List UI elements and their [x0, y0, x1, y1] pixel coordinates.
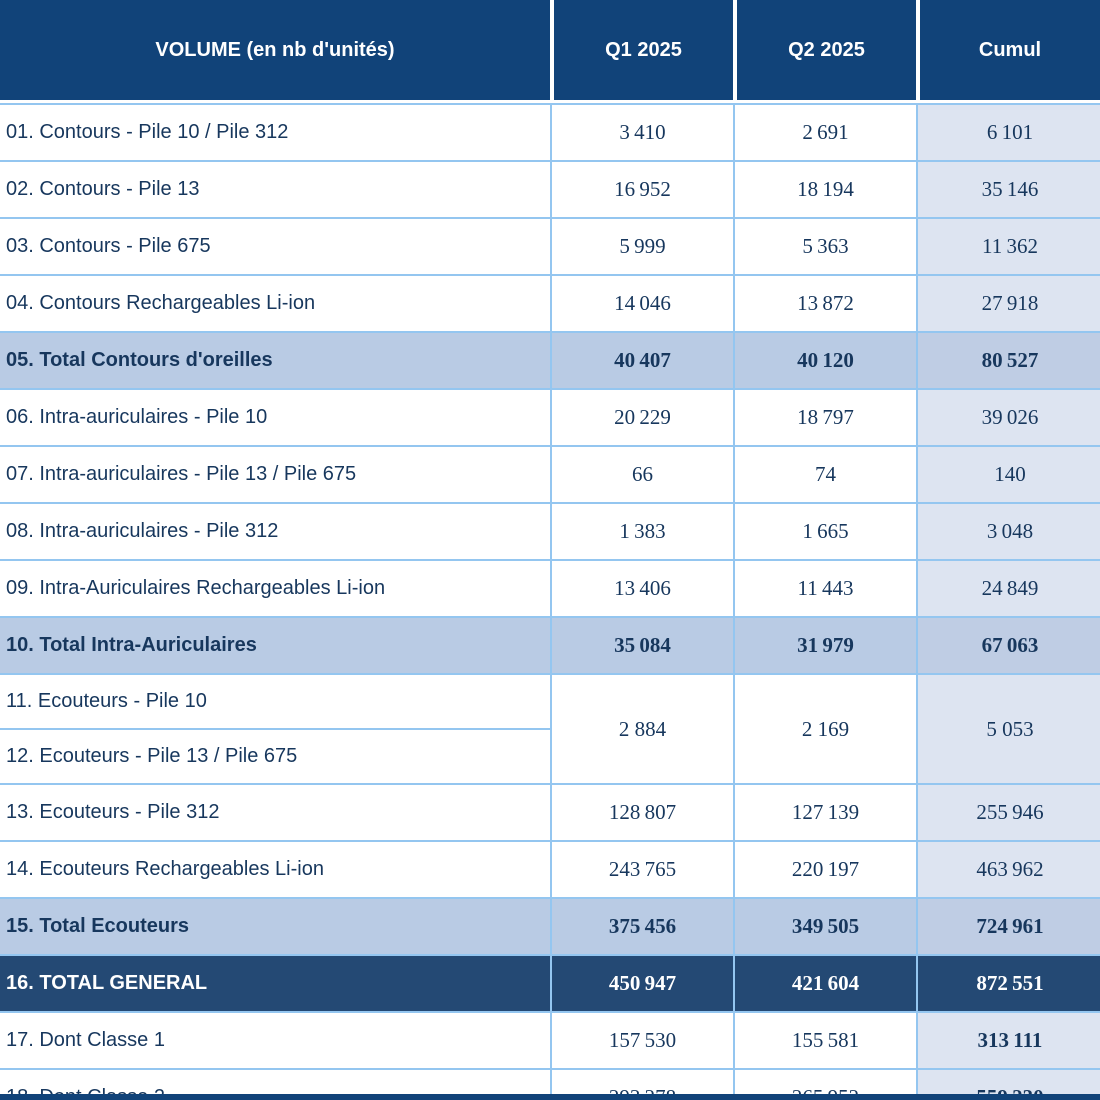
table-row: 03. Contours - Pile 675 5 999 5 363 11 3…	[0, 217, 1100, 276]
q2-value: 74	[733, 445, 918, 504]
q2-value: 1 665	[733, 502, 918, 561]
q2-value: 18 797	[733, 388, 918, 447]
q2-value: 349 505	[733, 897, 918, 956]
cumul-value: 24 849	[916, 559, 1100, 618]
table-row: 06. Intra-auriculaires - Pile 10 20 229 …	[0, 388, 1100, 447]
table-row: 02. Contours - Pile 13 16 952 18 194 35 …	[0, 160, 1100, 219]
grand-total-row: 16. TOTAL GENERAL 450 947 421 604 872 55…	[0, 954, 1100, 1013]
table-row: 08. Intra-auriculaires - Pile 312 1 383 …	[0, 502, 1100, 561]
cumul-value: 255 946	[916, 783, 1100, 842]
q2-value-merged: 2 169	[733, 673, 918, 785]
row-label: 16. TOTAL GENERAL	[0, 954, 552, 1013]
q2-value: 127 139	[733, 783, 918, 842]
q2-value: 18 194	[733, 160, 918, 219]
q2-value: 40 120	[733, 331, 918, 390]
q1-value: 14 046	[550, 274, 735, 333]
q1-value: 66	[550, 445, 735, 504]
cumul-value: 67 063	[916, 616, 1100, 675]
q2-value: 155 581	[733, 1011, 918, 1070]
cumul-value: 6 101	[916, 103, 1100, 162]
header-cumul: Cumul	[916, 0, 1100, 100]
table-row: 14. Ecouteurs Rechargeables Li-ion 243 7…	[0, 840, 1100, 899]
cumul-value: 463 962	[916, 840, 1100, 899]
header-q1-2025: Q1 2025	[550, 0, 733, 100]
q1-value: 35 084	[550, 616, 735, 675]
row-label: 06. Intra-auriculaires - Pile 10	[0, 388, 552, 447]
q1-value: 157 530	[550, 1011, 735, 1070]
row-label: 10. Total Intra-Auriculaires	[0, 616, 552, 675]
q1-value: 40 407	[550, 331, 735, 390]
section-total-row: 10. Total Intra-Auriculaires 35 084 31 9…	[0, 616, 1100, 675]
row-label: 15. Total Ecouteurs	[0, 897, 552, 956]
q2-value: 421 604	[733, 954, 918, 1013]
q2-value: 13 872	[733, 274, 918, 333]
row-label: 02. Contours - Pile 13	[0, 160, 552, 219]
table-row: 17. Dont Classe 1 157 530 155 581 313 11…	[0, 1011, 1100, 1070]
table-row: 07. Intra-auriculaires - Pile 13 / Pile …	[0, 445, 1100, 504]
row-label: 11. Ecouteurs - Pile 10	[0, 673, 552, 730]
q1-value: 450 947	[550, 954, 735, 1013]
q1-value: 5 999	[550, 217, 735, 276]
q2-value: 2 691	[733, 103, 918, 162]
q1-value: 3 410	[550, 103, 735, 162]
row-label: 04. Contours Rechargeables Li-ion	[0, 274, 552, 333]
q1-value: 375 456	[550, 897, 735, 956]
cumul-value: 3 048	[916, 502, 1100, 561]
cumul-value: 313 111	[916, 1011, 1100, 1070]
row-label: 07. Intra-auriculaires - Pile 13 / Pile …	[0, 445, 552, 504]
header-q2-2025: Q2 2025	[733, 0, 916, 100]
header-volume-label: VOLUME (en nb d'unités)	[0, 0, 550, 100]
table-row: 04. Contours Rechargeables Li-ion 14 046…	[0, 274, 1100, 333]
table-row: 11. Ecouteurs - Pile 10 2 884 2 169 5 05…	[0, 673, 1100, 785]
row-label: 08. Intra-auriculaires - Pile 312	[0, 502, 552, 561]
row-label: 17. Dont Classe 1	[0, 1011, 552, 1070]
row-label: 12. Ecouteurs - Pile 13 / Pile 675	[0, 728, 552, 785]
table-row: 13. Ecouteurs - Pile 312 128 807 127 139…	[0, 783, 1100, 842]
table-row: 01. Contours - Pile 10 / Pile 312 3 410 …	[0, 103, 1100, 162]
row-label: 13. Ecouteurs - Pile 312	[0, 783, 552, 842]
cumul-value: 39 026	[916, 388, 1100, 447]
q1-value: 243 765	[550, 840, 735, 899]
q2-value: 11 443	[733, 559, 918, 618]
q2-value: 220 197	[733, 840, 918, 899]
table-header-row: VOLUME (en nb d'unités) Q1 2025 Q2 2025 …	[0, 0, 1100, 100]
cumul-value: 80 527	[916, 331, 1100, 390]
table-row: 12. Ecouteurs - Pile 13 / Pile 675	[0, 728, 1100, 785]
row-label: 01. Contours - Pile 10 / Pile 312	[0, 103, 552, 162]
table-row: 09. Intra-Auriculaires Rechargeables Li-…	[0, 559, 1100, 618]
q2-value: 5 363	[733, 217, 918, 276]
cumul-value: 11 362	[916, 217, 1100, 276]
q1-value: 16 952	[550, 160, 735, 219]
cumul-value: 35 146	[916, 160, 1100, 219]
row-label: 05. Total Contours d'oreilles	[0, 331, 552, 390]
q1-value: 20 229	[550, 388, 735, 447]
q2-value: 31 979	[733, 616, 918, 675]
q1-value: 1 383	[550, 502, 735, 561]
cumul-value-merged: 5 053	[916, 673, 1100, 785]
next-table-header-strip	[0, 1094, 1100, 1100]
cumul-value: 872 551	[916, 954, 1100, 1013]
row-label: 14. Ecouteurs Rechargeables Li-ion	[0, 840, 552, 899]
q1-value: 128 807	[550, 783, 735, 842]
section-total-row: 05. Total Contours d'oreilles 40 407 40 …	[0, 331, 1100, 390]
row-label: 03. Contours - Pile 675	[0, 217, 552, 276]
section-total-row: 15. Total Ecouteurs 375 456 349 505 724 …	[0, 897, 1100, 956]
cumul-value: 724 961	[916, 897, 1100, 956]
cumul-value: 27 918	[916, 274, 1100, 333]
q1-value-merged: 2 884	[550, 673, 735, 785]
row-label: 09. Intra-Auriculaires Rechargeables Li-…	[0, 559, 552, 618]
q1-value: 13 406	[550, 559, 735, 618]
volume-table-body: 01. Contours - Pile 10 / Pile 312 3 410 …	[0, 103, 1100, 1100]
cumul-value: 140	[916, 445, 1100, 504]
